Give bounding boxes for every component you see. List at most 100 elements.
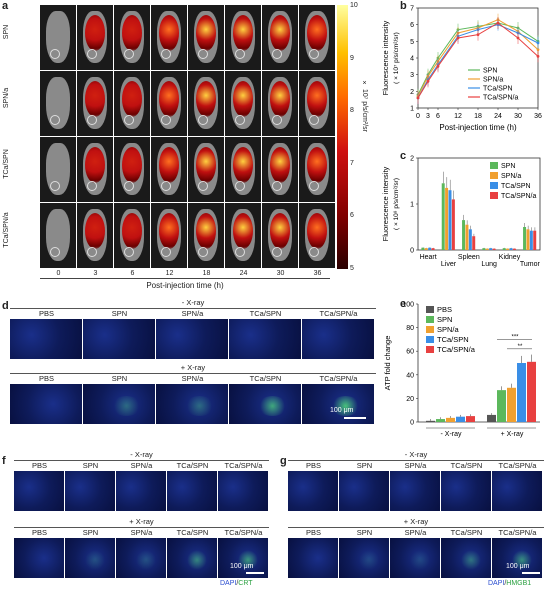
bar bbox=[428, 247, 432, 250]
category-label: Liver bbox=[441, 261, 457, 268]
stain-marker: CRT bbox=[238, 580, 253, 587]
green-signal bbox=[410, 550, 430, 570]
category-label: - X-ray bbox=[441, 431, 463, 438]
time-label: 12 bbox=[165, 270, 174, 277]
panel-g-letter: g bbox=[280, 455, 287, 467]
y-tick-label: 4 bbox=[410, 56, 414, 63]
fluorescence-signal bbox=[270, 15, 290, 51]
tumor-circle bbox=[161, 247, 171, 257]
fluorescence-signal bbox=[122, 213, 142, 249]
stain-separator: / bbox=[504, 580, 507, 587]
legend-label: TCa/SPN/a bbox=[437, 345, 476, 354]
y-tick-label: 1 bbox=[410, 202, 414, 209]
tumor-circle bbox=[50, 115, 60, 125]
fluorescence-signal bbox=[122, 15, 142, 51]
column-label: PBS bbox=[31, 528, 47, 537]
legend-swatch bbox=[490, 172, 498, 179]
micrograph bbox=[302, 319, 374, 359]
bar bbox=[462, 220, 466, 250]
mouse-image bbox=[262, 203, 298, 268]
y-tick-label: 1 bbox=[410, 106, 414, 113]
mouse-image bbox=[225, 71, 261, 136]
mouse-image bbox=[151, 137, 187, 202]
category-label: Lung bbox=[481, 261, 497, 268]
scalebar-label: 100 μm bbox=[230, 563, 254, 570]
bar bbox=[517, 363, 526, 422]
bar bbox=[448, 190, 452, 250]
divider-line bbox=[10, 308, 376, 309]
tumor-circle bbox=[235, 115, 245, 125]
scalebar bbox=[344, 417, 366, 419]
bar bbox=[446, 417, 455, 422]
bar bbox=[489, 248, 493, 250]
data-point bbox=[536, 54, 540, 58]
micrograph bbox=[218, 471, 268, 511]
y-tick-label: 2 bbox=[410, 156, 414, 163]
fluorescence-signal bbox=[122, 81, 142, 117]
bar bbox=[533, 230, 537, 250]
bar bbox=[468, 229, 472, 250]
fluorescence-signal bbox=[159, 15, 179, 51]
fluorescence-signal bbox=[85, 213, 105, 249]
green-signal bbox=[257, 396, 287, 416]
x-tick-label: 3 bbox=[426, 113, 430, 120]
micrograph bbox=[390, 538, 440, 578]
fluorescence-signal bbox=[85, 147, 105, 183]
green-signal bbox=[136, 550, 156, 570]
tumor-circle bbox=[124, 181, 134, 191]
colorbar-tick: 9 bbox=[350, 54, 354, 62]
legend-label: TCa/SPN bbox=[483, 86, 513, 93]
column-label: SPN bbox=[356, 528, 373, 537]
y-tick-label: 7 bbox=[410, 6, 414, 13]
tumor-circle bbox=[235, 181, 245, 191]
green-signal bbox=[184, 396, 214, 416]
bar bbox=[441, 183, 445, 250]
tumor-circle bbox=[198, 247, 208, 257]
mouse-image bbox=[299, 137, 335, 202]
fluorescence-signal bbox=[233, 15, 253, 51]
panel-a-letter: a bbox=[2, 0, 9, 12]
mouse-image bbox=[151, 203, 187, 268]
column-label: TCa/SPN bbox=[249, 374, 282, 383]
fluorescence-signal bbox=[159, 147, 179, 183]
time-label: 0 bbox=[56, 270, 61, 277]
tumor-circle bbox=[272, 49, 282, 59]
column-label: SPN/a bbox=[404, 461, 427, 470]
panel-d-letter: d bbox=[2, 300, 9, 312]
tumor-circle bbox=[161, 181, 171, 191]
fluorescence-signal bbox=[270, 147, 290, 183]
panel-a-xlabel: Post-injection time (h) bbox=[146, 281, 224, 290]
micrograph bbox=[492, 538, 542, 578]
panel-c-letter: c bbox=[400, 150, 407, 162]
micrograph bbox=[10, 384, 82, 424]
bar bbox=[426, 420, 435, 422]
mouse-image bbox=[188, 71, 224, 136]
tumor-circle bbox=[87, 115, 97, 125]
mouse-image bbox=[77, 71, 113, 136]
mouse-image bbox=[77, 5, 113, 70]
panel-a-axis-line bbox=[40, 278, 330, 279]
stain-legend: DAPI/HMGB1 bbox=[488, 580, 531, 587]
mouse-image bbox=[114, 5, 150, 70]
stain-dapi: DAPI bbox=[220, 580, 237, 587]
data-point bbox=[436, 64, 440, 68]
tumor-circle bbox=[161, 115, 171, 125]
green-signal bbox=[187, 550, 207, 570]
mouse-image bbox=[188, 203, 224, 268]
mouse-image bbox=[225, 5, 261, 70]
legend-swatch bbox=[426, 316, 434, 323]
green-signal bbox=[85, 550, 105, 570]
legend-swatch bbox=[426, 336, 434, 343]
bar bbox=[509, 248, 513, 250]
stain-legend: DAPI/CRT bbox=[220, 580, 253, 587]
bar bbox=[502, 248, 506, 250]
green-signal bbox=[359, 550, 379, 570]
mouse-image bbox=[262, 71, 298, 136]
tumor-circle bbox=[124, 247, 134, 257]
legend-swatch bbox=[426, 306, 434, 313]
time-label: 36 bbox=[313, 270, 322, 277]
legend-label: SPN/a bbox=[501, 173, 521, 180]
mouse-image bbox=[299, 71, 335, 136]
